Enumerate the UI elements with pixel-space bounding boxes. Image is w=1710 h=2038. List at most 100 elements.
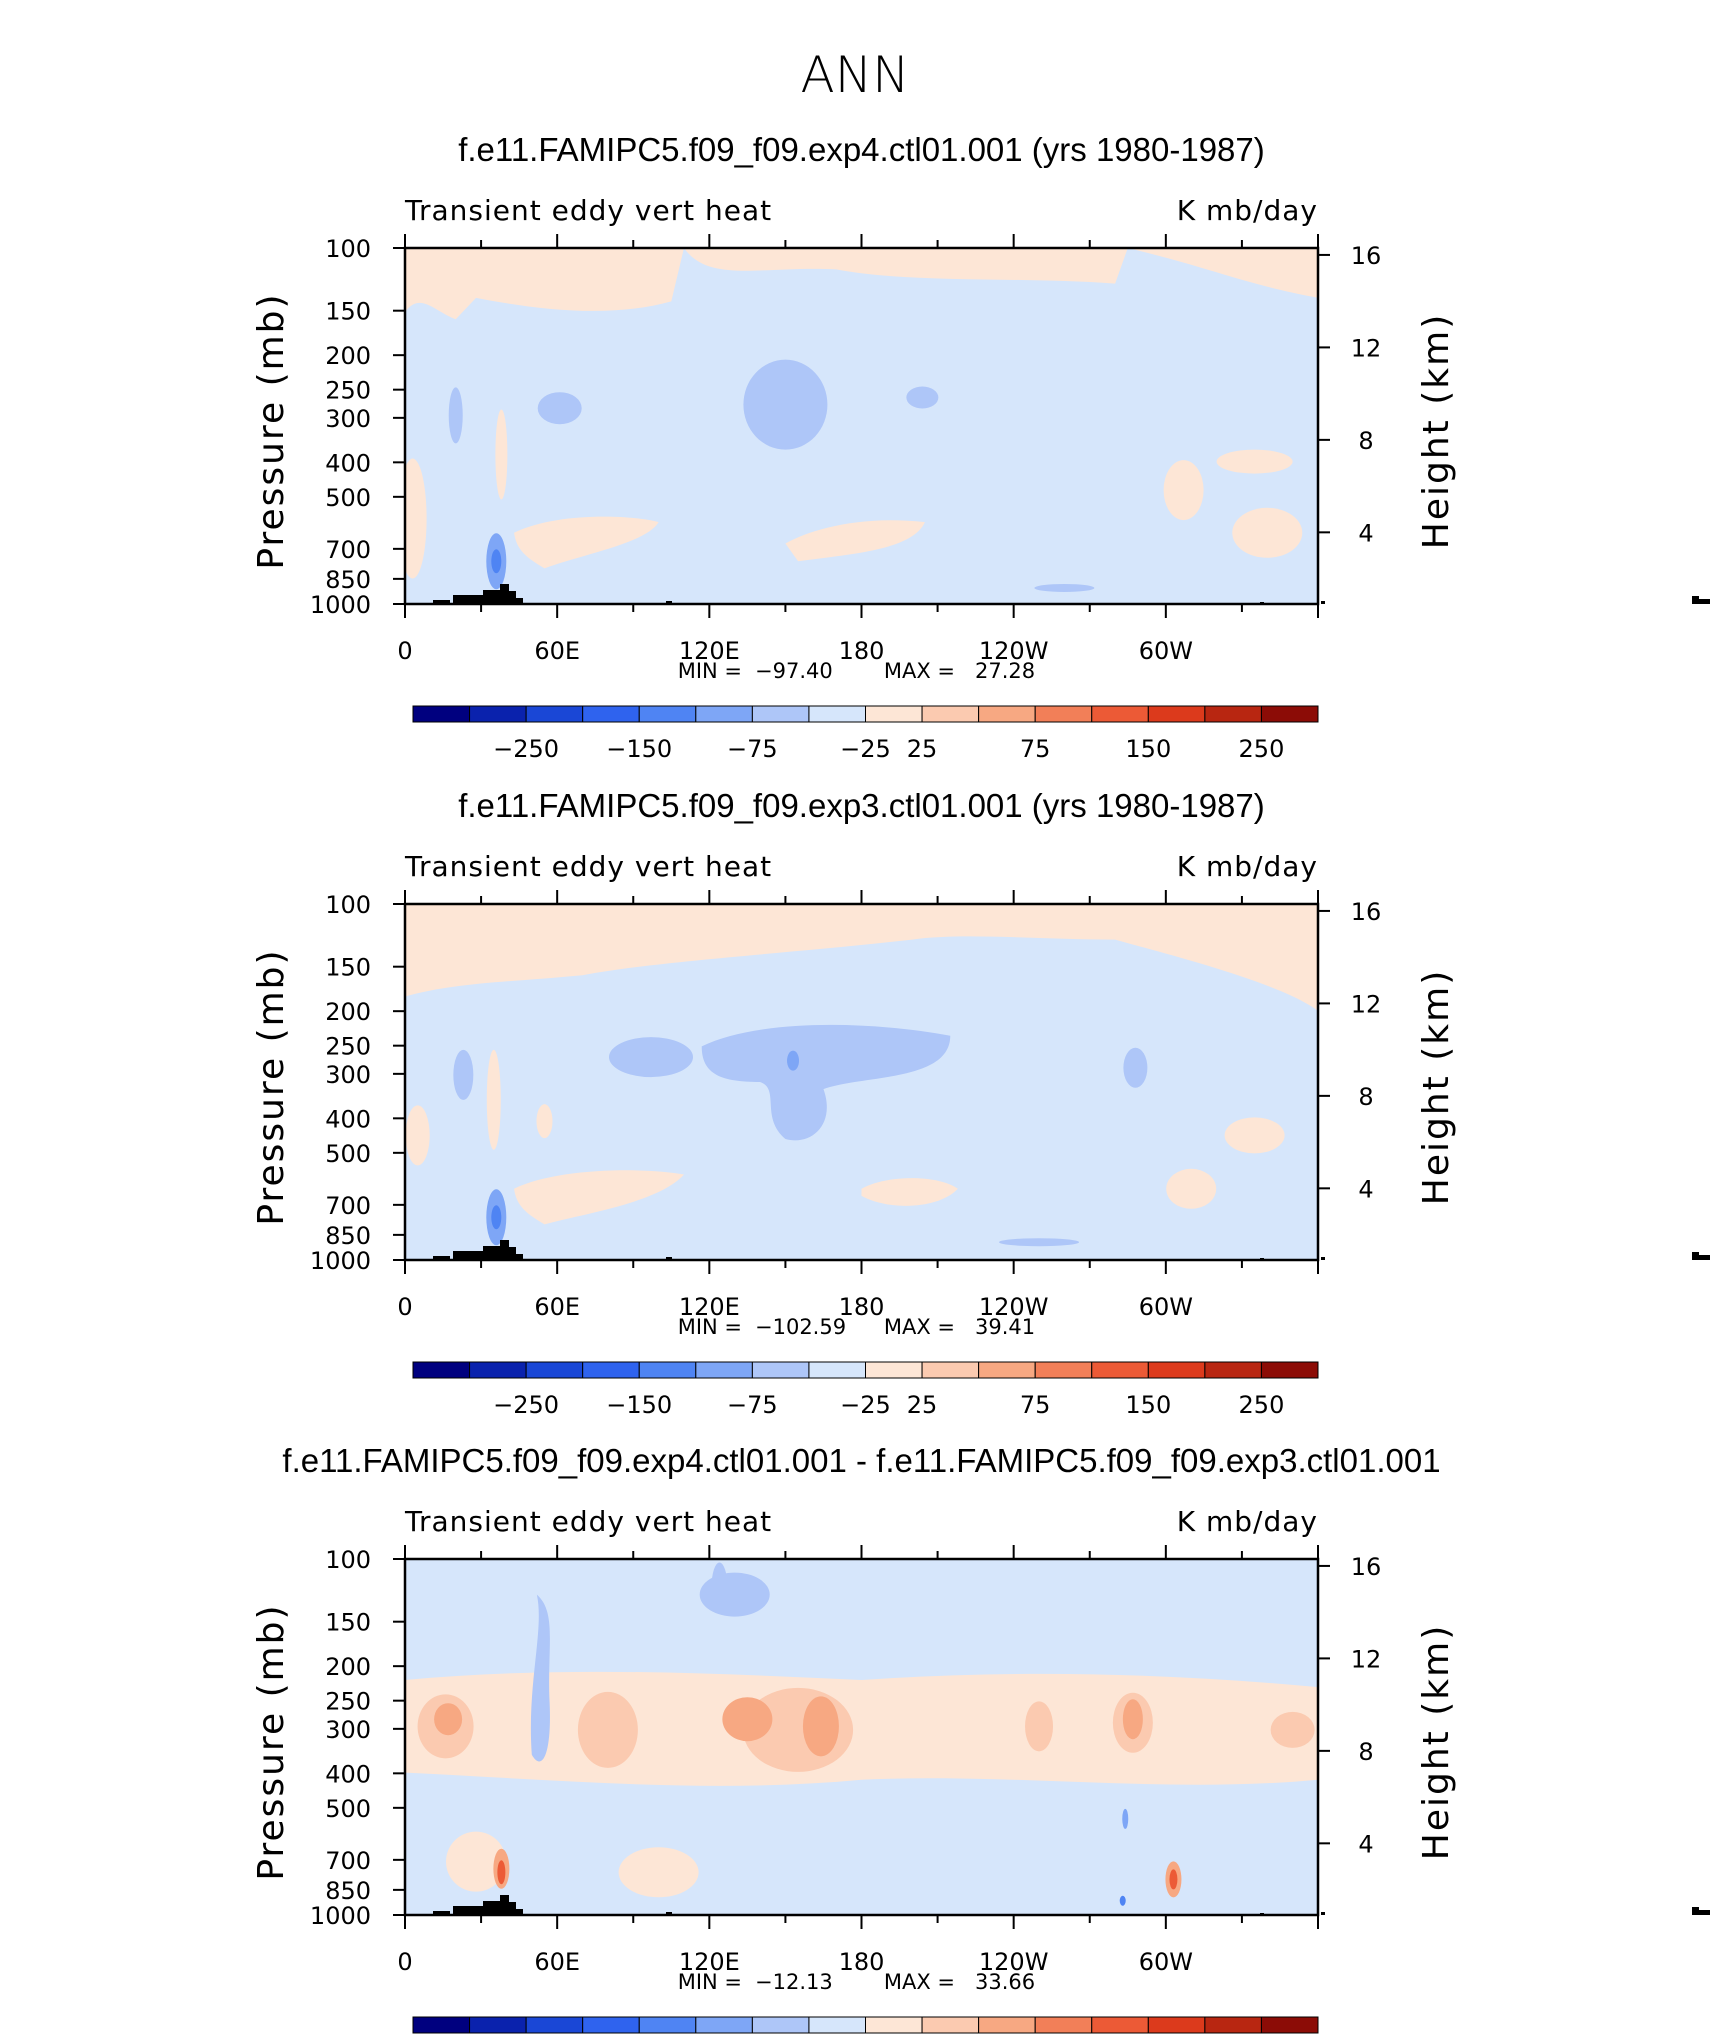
y-axis-title: Pressure (mb) [251,292,292,569]
colorbar-swatch [865,705,923,723]
colorbar-swatch [1091,705,1149,723]
positive-patch [495,409,508,500]
y2-axis-title: Height (km) [1416,1624,1457,1860]
positive-patch [514,516,659,569]
colorbar-label: −75 [727,1391,778,1419]
colorbar-label: −250 [493,1391,559,1419]
topo-block [666,1257,672,1260]
positive-patch [802,1696,839,1757]
max-value: 39.41 [975,1315,1035,1339]
colorbar-label: −75 [727,735,778,763]
colorbar-label: −25 [840,1391,891,1419]
colorbar-swatch [469,1361,527,1379]
colorbar-swatch [525,2016,584,2034]
y-tick-label: 500 [325,1140,371,1168]
negative-patch [448,387,463,444]
x-tick-label: 120W [979,637,1049,665]
colorbar-label: 75 [1020,1391,1051,1419]
y-axis-title: Pressure (mb) [251,1603,292,1880]
colorbar-swatch [1204,705,1262,723]
topo-block [666,1912,672,1915]
positive-patch [577,1691,638,1768]
y2-axis-title: Height (km) [1416,313,1457,549]
x-tick-label: 120E [679,637,740,665]
colorbar-swatch [1204,1361,1262,1379]
y-tick-label: 500 [325,1795,371,1823]
y-tick-label: 700 [325,536,371,564]
colorbar: −250 −150 −75 −25 25 75 150 250 [412,705,1319,763]
x-tick-label: 0 [397,1293,412,1321]
colorbar-swatch [695,2016,753,2034]
negative-patch [453,1049,474,1100]
negative-patch [530,1594,550,1762]
colorbar-swatch [469,705,527,723]
chart-panel-3: f.e11.FAMIPC5.f09_f09.exp4.ctl01.001 - f… [251,1442,1710,2034]
positive-patch [405,1105,430,1166]
topo-block [1321,601,1325,604]
positive-band [405,248,1318,320]
y2-axis-title: Height (km) [1416,969,1457,1205]
negative-patch [711,1562,728,1613]
y2-tick-label: 4 [1358,519,1373,547]
y-tick-label: 100 [325,891,371,919]
colorbar-swatch [1260,2016,1319,2034]
topo-block [453,1251,483,1260]
negative-patch [701,1024,951,1141]
topo-block [1692,596,1699,604]
colorbar-label: 150 [1125,1391,1171,1419]
topo-block [433,1256,450,1260]
negative-patch [787,1050,800,1071]
min-value: −12.13 [755,1970,833,1994]
y2-tick-label: 4 [1358,1830,1373,1858]
y-tick-label: 150 [325,298,371,326]
colorbar-swatch [921,1361,980,1379]
positive-patch [405,458,427,579]
min-value: −97.40 [755,659,833,683]
panel-right-label: K mb/day [1177,1505,1318,1538]
positive-patch [486,1049,501,1150]
topo-block [1699,599,1710,604]
positive-band [405,904,1318,1011]
max-label: MAX = [884,1315,955,1339]
colorbar-swatch [808,1361,866,1379]
positive-patch [1216,449,1293,474]
chart-panel-1: f.e11.FAMIPC5.f09_f09.exp4.ctl01.001 (yr… [251,131,1710,763]
colorbar-swatch [921,705,980,723]
colorbar-swatch [1147,2016,1206,2034]
x-tick-label: 120W [979,1293,1049,1321]
colorbar: −80−40−100104080 [412,2016,1319,2034]
topo-block [453,595,483,604]
y-tick-label: 300 [325,405,371,433]
y-tick-label: 100 [325,235,371,263]
x-tick-label: 180 [839,1948,885,1976]
min-label: MIN = [678,1970,742,1994]
topography [433,584,1710,604]
colorbar-swatch [751,1361,810,1379]
y2-tick-label: 16 [1351,1553,1382,1581]
max-label: MAX = [884,659,955,683]
positive-patch [1270,1711,1315,1748]
y-tick-label: 700 [325,1192,371,1220]
positive-patch [1122,1699,1143,1740]
y-tick-label: 250 [325,1033,371,1061]
colorbar-swatch [1147,1361,1206,1379]
y2-tick-label: 8 [1358,1738,1373,1766]
positive-band [405,1671,1318,1786]
negative-patch [1034,583,1095,592]
x-tick-label: 180 [839,637,885,665]
panel-title: f.e11.FAMIPC5.f09_f09.exp3.ctl01.001 (yr… [458,787,1265,824]
colorbar-swatch [638,705,697,723]
y-tick-label: 400 [325,1105,371,1133]
y-tick-label: 200 [325,1653,371,1681]
colorbar-swatch [582,705,640,723]
colorbar-swatch [921,2016,980,2034]
positive-patch [1166,1168,1217,1209]
colorbar-swatch [978,2016,1036,2034]
y2-tick-label: 8 [1358,1083,1373,1111]
colorbar-label: −25 [840,735,891,763]
y-axis-title: Pressure (mb) [251,948,292,1225]
colorbar-swatch [412,2016,471,2034]
colorbar-swatch [412,705,471,723]
positive-patch [1224,1117,1285,1154]
x-tick-label: 120W [979,1948,1049,1976]
